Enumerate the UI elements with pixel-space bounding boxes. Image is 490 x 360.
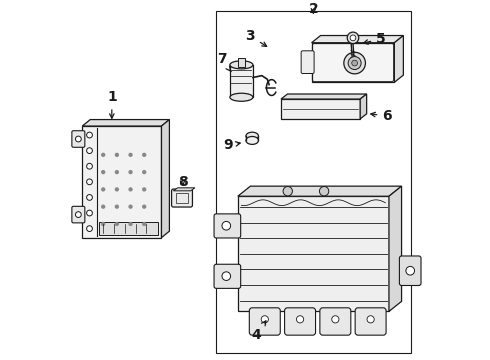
Circle shape: [87, 163, 93, 169]
Circle shape: [283, 186, 293, 196]
Text: 9: 9: [223, 139, 240, 153]
Polygon shape: [82, 126, 162, 238]
Bar: [176, 193, 188, 203]
Polygon shape: [281, 94, 367, 99]
Circle shape: [319, 186, 329, 196]
Circle shape: [347, 32, 359, 44]
Polygon shape: [281, 99, 360, 119]
Circle shape: [115, 222, 119, 226]
Polygon shape: [394, 36, 403, 82]
Circle shape: [128, 187, 133, 192]
Circle shape: [332, 316, 339, 323]
FancyBboxPatch shape: [172, 189, 193, 207]
Circle shape: [87, 179, 93, 185]
Ellipse shape: [246, 132, 259, 140]
Circle shape: [101, 187, 105, 192]
FancyBboxPatch shape: [72, 131, 85, 147]
Text: 3: 3: [245, 29, 267, 46]
Circle shape: [406, 266, 415, 275]
Circle shape: [87, 226, 93, 231]
Circle shape: [87, 148, 93, 153]
Polygon shape: [238, 186, 402, 196]
FancyBboxPatch shape: [355, 308, 386, 335]
Circle shape: [101, 170, 105, 174]
Circle shape: [348, 57, 361, 69]
Ellipse shape: [246, 136, 259, 144]
Circle shape: [101, 222, 105, 226]
Text: 7: 7: [217, 53, 231, 72]
Circle shape: [352, 60, 358, 66]
Circle shape: [128, 170, 133, 174]
Circle shape: [75, 136, 81, 142]
Circle shape: [75, 212, 81, 217]
Circle shape: [142, 222, 147, 226]
Circle shape: [128, 222, 133, 226]
Circle shape: [261, 316, 269, 323]
Polygon shape: [238, 196, 389, 311]
Ellipse shape: [230, 61, 253, 69]
Circle shape: [115, 153, 119, 157]
Polygon shape: [162, 120, 170, 238]
Ellipse shape: [230, 93, 253, 101]
Circle shape: [115, 204, 119, 209]
Text: 1: 1: [107, 90, 117, 118]
Circle shape: [142, 153, 147, 157]
Circle shape: [222, 221, 231, 230]
Circle shape: [296, 316, 304, 323]
FancyBboxPatch shape: [285, 308, 316, 335]
Circle shape: [115, 170, 119, 174]
Polygon shape: [360, 94, 367, 119]
FancyBboxPatch shape: [214, 264, 241, 288]
Circle shape: [87, 194, 93, 200]
Circle shape: [128, 204, 133, 209]
Circle shape: [87, 132, 93, 138]
Circle shape: [101, 204, 105, 209]
FancyBboxPatch shape: [72, 206, 85, 223]
Bar: [238, 58, 245, 67]
Circle shape: [87, 210, 93, 216]
Circle shape: [142, 170, 147, 174]
Circle shape: [222, 272, 231, 280]
Text: 8: 8: [178, 175, 188, 189]
Circle shape: [142, 204, 147, 209]
Text: 2: 2: [309, 2, 318, 16]
FancyBboxPatch shape: [249, 308, 280, 335]
Bar: [98, 222, 158, 235]
Bar: [216, 11, 411, 353]
FancyBboxPatch shape: [320, 308, 351, 335]
Polygon shape: [82, 120, 170, 126]
Circle shape: [128, 153, 133, 157]
Circle shape: [142, 187, 147, 192]
Polygon shape: [312, 36, 403, 43]
Circle shape: [350, 35, 356, 41]
Text: 4: 4: [251, 321, 266, 342]
FancyBboxPatch shape: [399, 256, 421, 285]
Polygon shape: [173, 188, 195, 191]
Bar: [230, 65, 253, 97]
Text: 6: 6: [371, 109, 392, 123]
Circle shape: [115, 187, 119, 192]
FancyBboxPatch shape: [301, 51, 314, 73]
Circle shape: [367, 316, 374, 323]
Circle shape: [344, 52, 366, 74]
Polygon shape: [389, 186, 402, 311]
Circle shape: [101, 153, 105, 157]
Text: 5: 5: [364, 32, 386, 46]
FancyBboxPatch shape: [214, 214, 241, 238]
Polygon shape: [312, 43, 394, 82]
